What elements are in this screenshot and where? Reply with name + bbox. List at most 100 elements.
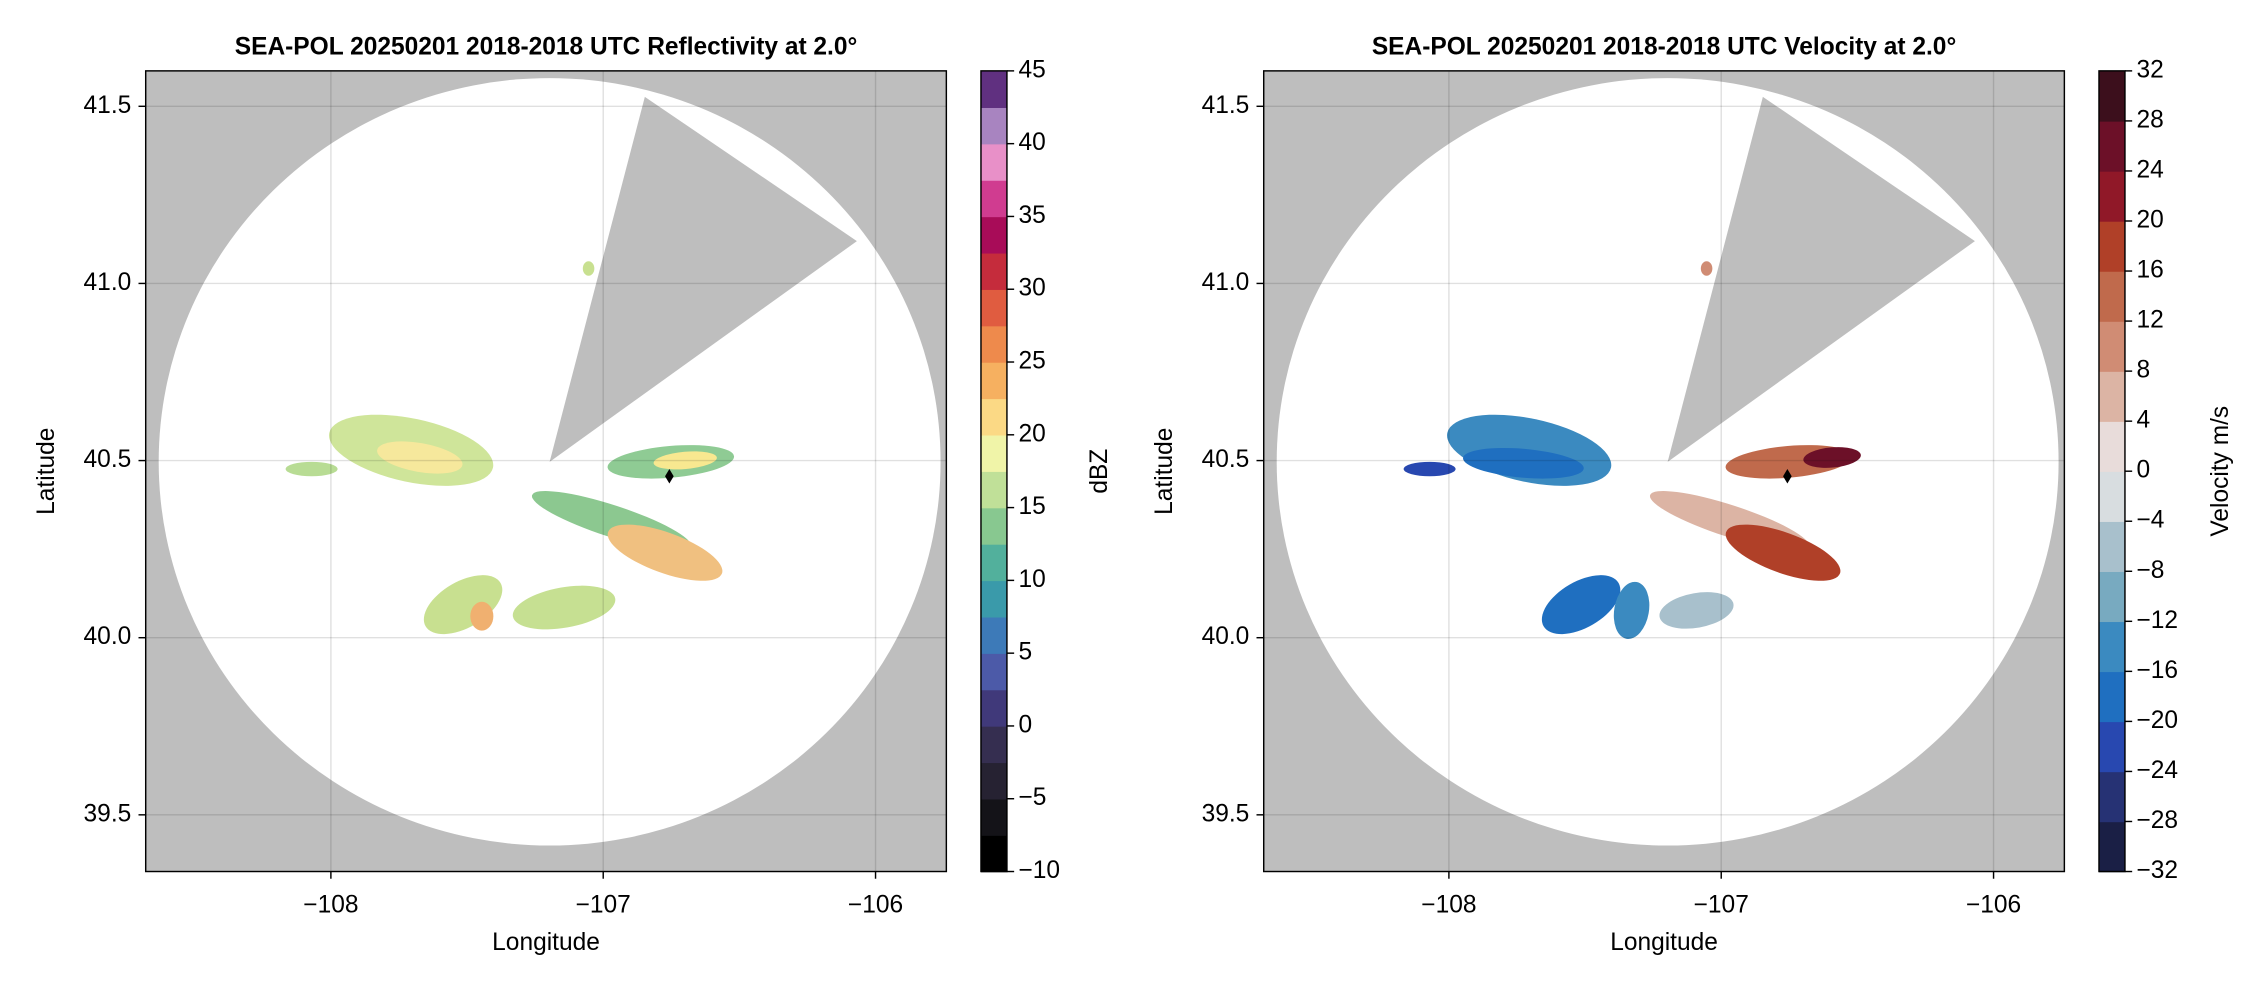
colorbar-band (980, 325, 1007, 363)
colorbar-tick-label: 12 (2136, 307, 2163, 334)
colorbar-band (980, 252, 1007, 290)
echo (285, 461, 338, 477)
colorbar-tick-label: 25 (1018, 348, 1045, 375)
colorbar-tick-label: −5 (1018, 784, 1046, 811)
x-tick-label: −108 (303, 892, 358, 919)
y-tick-label: 40.0 (84, 623, 132, 650)
echo (377, 441, 463, 474)
colorbar-band (2098, 621, 2125, 673)
colorbar-tick-label: 16 (2136, 257, 2163, 284)
colorbar-label: Velocity m/s (2207, 406, 2234, 537)
colorbar-band (980, 798, 1007, 836)
colorbar-tick-label: −12 (2136, 607, 2178, 634)
echo (1463, 447, 1584, 479)
colorbar-band (980, 507, 1007, 545)
colorbar-band (980, 143, 1007, 181)
x-tick-label: −106 (848, 892, 903, 919)
plot-area (1263, 70, 2065, 872)
echo (653, 451, 717, 470)
colorbar-band (2098, 70, 2125, 122)
colorbar-band (2098, 821, 2125, 873)
colorbar-tick-label: 15 (1018, 493, 1045, 520)
colorbar-band (980, 616, 1007, 654)
echo (1541, 575, 1621, 635)
y-tick-label: 40.5 (84, 446, 132, 473)
x-tick-label: −107 (576, 892, 631, 919)
colorbar-band (2098, 220, 2125, 272)
colorbar-band (980, 835, 1007, 873)
colorbar-frame (980, 70, 1008, 873)
colorbar-tick-label: 20 (2136, 206, 2163, 233)
colorbar-tick-label: 35 (1018, 202, 1045, 229)
radar-coverage (158, 78, 941, 846)
colorbar-label: dBZ (1086, 449, 1113, 494)
y-tick-label: 40.0 (1202, 623, 1250, 650)
colorbar-band (980, 689, 1007, 727)
colorbar-band (2098, 421, 2125, 472)
plot-frame (144, 70, 948, 873)
colorbar-tick-label: 10 (1018, 566, 1045, 593)
colorbar-tick-label: −32 (2136, 857, 2178, 884)
colorbar-band (980, 289, 1007, 327)
echo (423, 575, 503, 635)
echo (1659, 592, 1734, 629)
y-tick-label: 40.5 (1202, 446, 1250, 473)
colorbar-band (2098, 170, 2125, 222)
y-axis-label: Latitude (1151, 428, 1178, 515)
colorbar-band (2098, 671, 2125, 723)
x-axis-label: Longitude (1610, 929, 1718, 956)
y-axis-label: Latitude (33, 428, 60, 515)
colorbar-band (2098, 321, 2125, 372)
colorbar-band (980, 762, 1007, 800)
chart-title: SEA-POL 20250201 2018-2018 UTC Reflectiv… (235, 33, 858, 60)
y-tick-label: 39.5 (1202, 800, 1250, 827)
colorbar-band (980, 216, 1007, 254)
colorbar-tick-label: 28 (2136, 106, 2163, 133)
colorbar-band (980, 471, 1007, 509)
colorbar-band (980, 70, 1007, 108)
colorbar-tick-label: 30 (1018, 275, 1045, 302)
colorbar-tick-label: −16 (2136, 657, 2178, 684)
echo (1700, 261, 1713, 276)
colorbar-band (980, 362, 1007, 400)
echo (512, 585, 616, 630)
echo (582, 261, 595, 276)
x-tick-label: −107 (1694, 892, 1749, 919)
colorbar-band (980, 398, 1007, 436)
radar-site (1783, 469, 1792, 484)
colorbar-band (980, 580, 1007, 618)
colorbar-tick-label: 8 (2136, 357, 2150, 384)
echo (1613, 581, 1650, 639)
colorbar-tick-label: −10 (1018, 857, 1060, 884)
colorbar-tick-label: 40 (1018, 129, 1045, 156)
y-tick-label: 41.0 (1202, 269, 1250, 296)
colorbar-band (980, 434, 1007, 472)
colorbar-tick-label: 4 (2136, 407, 2150, 434)
blocked-sector (1667, 96, 1975, 462)
colorbar-band (980, 653, 1007, 691)
y-tick-label: 41.0 (84, 269, 132, 296)
echo (607, 524, 723, 581)
colorbar-tick-label: −24 (2136, 757, 2178, 784)
colorbar-band (2098, 471, 2125, 522)
x-tick-label: −108 (1421, 892, 1476, 919)
plot-area (145, 70, 947, 872)
colorbar-tick-label: −20 (2136, 707, 2178, 734)
colorbar-band (980, 180, 1007, 218)
colorbar-band (2098, 371, 2125, 422)
colorbar-band (2098, 571, 2125, 623)
colorbar-tick-label: 32 (2136, 56, 2163, 83)
plot-frame (1262, 70, 2066, 873)
colorbar-tick-label: −28 (2136, 807, 2178, 834)
colorbar-tick-label: 0 (1018, 711, 1032, 738)
echo (1803, 447, 1861, 468)
colorbar-tick-label: 24 (2136, 156, 2163, 183)
radar-site (665, 469, 674, 484)
colorbar-tick-label: 5 (1018, 639, 1032, 666)
colorbar-band (2098, 771, 2125, 823)
colorbar-band (980, 725, 1007, 764)
y-tick-label: 41.5 (1202, 92, 1250, 119)
colorbar-band (2098, 120, 2125, 172)
y-tick-label: 41.5 (84, 92, 132, 119)
